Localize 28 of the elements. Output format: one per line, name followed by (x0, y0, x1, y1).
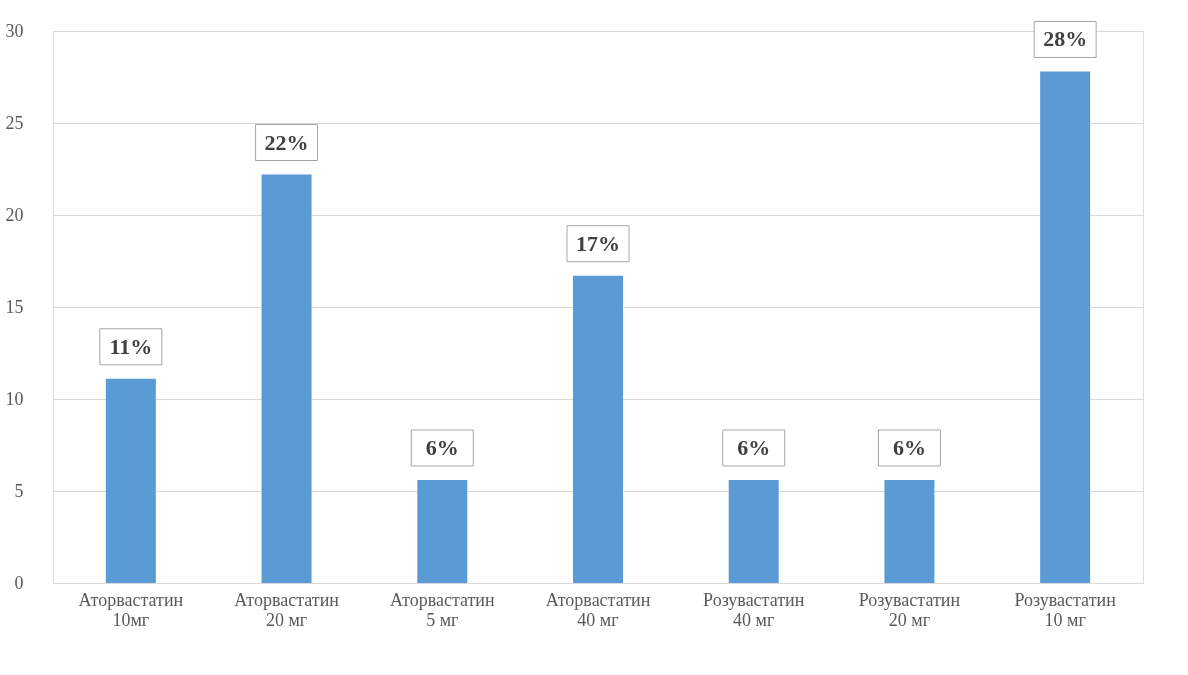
x-tick-label: Аторвастатин 10мг (78, 589, 184, 630)
y-tick-label: 30 (5, 20, 24, 41)
x-tick-label: Аторвастатин 5 мг (389, 589, 496, 630)
data-label: 6% (892, 434, 926, 460)
bar (573, 275, 623, 583)
data-label: 6% (737, 434, 771, 460)
bar (105, 378, 156, 583)
bar (1040, 71, 1091, 583)
y-tick-label: 0 (14, 572, 24, 593)
x-tick-label: Аторвастатин 40 мг (545, 589, 651, 630)
data-label: 22% (264, 129, 309, 155)
data-label: 11% (109, 333, 153, 359)
data-label: 28% (1043, 26, 1088, 52)
bar (728, 479, 779, 583)
y-tick-label: 5 (14, 480, 24, 501)
bar (417, 479, 468, 583)
data-label: 6% (425, 434, 459, 460)
data-label: 17% (576, 230, 620, 256)
x-tick-label: Розувастатин 40 мг (703, 589, 805, 630)
x-tick-label: Розувастатин 20 мг (858, 589, 961, 630)
x-tick-label: Аторвастатин 20 мг (234, 589, 340, 630)
y-tick-label: 10 (5, 388, 24, 409)
x-tick-label: Розувастатин 10 мг (1014, 589, 1117, 630)
bar (261, 174, 312, 583)
y-tick-label: 25 (5, 112, 24, 133)
bar (884, 479, 935, 583)
y-tick-label: 20 (5, 204, 24, 225)
y-tick-label: 15 (5, 296, 24, 317)
